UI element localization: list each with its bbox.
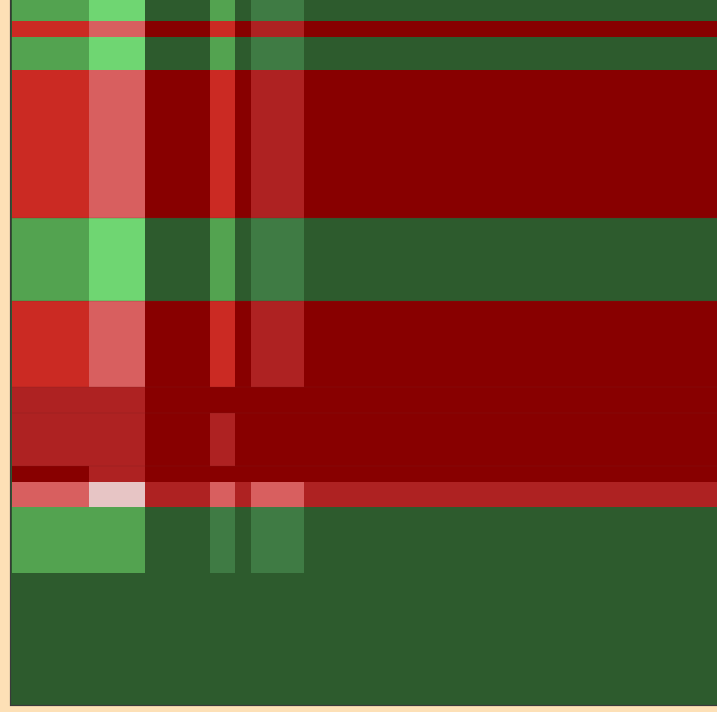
heatmap-cell-r3-c6 bbox=[304, 70, 717, 218]
heatmap-cell-r6-c2 bbox=[145, 387, 210, 413]
heatmap-cell-r6-c6 bbox=[304, 387, 717, 413]
heatmap-cell-r10-c1 bbox=[89, 507, 145, 573]
heatmap-cell-r2-c5 bbox=[251, 37, 304, 70]
heatmap-cell-r3-c1 bbox=[89, 70, 145, 218]
heatmap-cell-r6-c0 bbox=[12, 387, 89, 413]
heatmap-cell-r11-c6 bbox=[304, 573, 717, 706]
heatmap-cell-r5-c3 bbox=[210, 301, 235, 387]
heatmap-cell-r11-c1 bbox=[89, 573, 145, 706]
heatmap-cell-r10-c0 bbox=[12, 507, 89, 573]
heatmap-cell-r1-c2 bbox=[145, 21, 210, 37]
heatmap-cell-r6-c3 bbox=[210, 387, 235, 413]
plot-border bbox=[9, 0, 717, 707]
heatmap-cell-r10-c3 bbox=[210, 507, 235, 573]
heatmap-cell-r1-c4 bbox=[235, 21, 251, 37]
heatmap-cell-r11-c2 bbox=[145, 573, 210, 706]
heatmap-cell-r4-c1 bbox=[89, 218, 145, 301]
heatmap-cell-r11-c3 bbox=[210, 573, 235, 706]
heatmap-cell-r6-c5 bbox=[251, 387, 304, 413]
heatmap-cell-r9-c6 bbox=[304, 482, 717, 507]
heatmap-cell-r7-c6 bbox=[304, 413, 717, 466]
heatmap-cell-r7-c1 bbox=[89, 413, 145, 466]
heatmap-cell-r4-c3 bbox=[210, 218, 235, 301]
heatmap-cell-r7-c3 bbox=[210, 413, 235, 466]
heatmap-cell-r8-c2 bbox=[145, 466, 210, 482]
heatmap-cell-r3-c3 bbox=[210, 70, 235, 218]
heatmap-cell-r1-c1 bbox=[89, 21, 145, 37]
heatmap-cell-r2-c6 bbox=[304, 37, 717, 70]
heatmap-cell-r3-c5 bbox=[251, 70, 304, 218]
heatmap-cell-r5-c4 bbox=[235, 301, 251, 387]
heatmap-cell-r4-c2 bbox=[145, 218, 210, 301]
heatmap-cell-r3-c0 bbox=[12, 70, 89, 218]
heatmap-cell-r0-c0 bbox=[12, 0, 89, 21]
heatmap-cell-r2-c0 bbox=[12, 37, 89, 70]
heatmap-cell-r0-c6 bbox=[304, 0, 717, 21]
heatmap-cell-r9-c1 bbox=[89, 482, 145, 507]
heatmap-cell-r7-c5 bbox=[251, 413, 304, 466]
heatmap-cells bbox=[12, 0, 717, 706]
heatmap-cell-r10-c4 bbox=[235, 507, 251, 573]
heatmap-cell-r8-c1 bbox=[89, 466, 145, 482]
heatmap-cell-r5-c1 bbox=[89, 301, 145, 387]
heatmap-cell-r9-c5 bbox=[251, 482, 304, 507]
heatmap-cell-r8-c0 bbox=[12, 466, 89, 482]
heatmap-cell-r9-c3 bbox=[210, 482, 235, 507]
heatmap-cell-r0-c3 bbox=[210, 0, 235, 21]
heatmap-cell-r8-c5 bbox=[251, 466, 304, 482]
heatmap-cell-r5-c2 bbox=[145, 301, 210, 387]
heatmap-cell-r10-c6 bbox=[304, 507, 717, 573]
heatmap-cell-r3-c2 bbox=[145, 70, 210, 218]
heatmap-cell-r5-c6 bbox=[304, 301, 717, 387]
heatmap-cell-r5-c0 bbox=[12, 301, 89, 387]
heatmap-cell-r0-c4 bbox=[235, 0, 251, 21]
heatmap-cell-r6-c4 bbox=[235, 387, 251, 413]
heatmap-cell-r8-c6 bbox=[304, 466, 717, 482]
heatmap-cell-r7-c0 bbox=[12, 413, 89, 466]
heatmap-cell-r4-c0 bbox=[12, 218, 89, 301]
heatmap-cell-r8-c3 bbox=[210, 466, 235, 482]
heatmap-cell-r2-c1 bbox=[89, 37, 145, 70]
heatmap-cell-r4-c4 bbox=[235, 218, 251, 301]
heatmap-cell-r0-c5 bbox=[251, 0, 304, 21]
heatmap-cell-r4-c5 bbox=[251, 218, 304, 301]
heatmap-cell-r1-c6 bbox=[304, 21, 717, 37]
heatmap-cell-r8-c4 bbox=[235, 466, 251, 482]
heatmap-cell-r7-c2 bbox=[145, 413, 210, 466]
heatmap-cell-r1-c3 bbox=[210, 21, 235, 37]
heatmap-cell-r11-c4 bbox=[235, 573, 251, 706]
heatmap-cell-r3-c4 bbox=[235, 70, 251, 218]
heatmap-cell-r4-c6 bbox=[304, 218, 717, 301]
heatmap-cell-r7-c4 bbox=[235, 413, 251, 466]
heatmap-cell-r9-c0 bbox=[12, 482, 89, 507]
heatmap-cell-r10-c5 bbox=[251, 507, 304, 573]
heatmap-cell-r0-c1 bbox=[89, 0, 145, 21]
heatmap-cell-r10-c2 bbox=[145, 507, 210, 573]
heatmap-cell-r2-c2 bbox=[145, 37, 210, 70]
heatmap-cell-r6-c1 bbox=[89, 387, 145, 413]
heatmap-cell-r1-c5 bbox=[251, 21, 304, 37]
heatmap-cell-r5-c5 bbox=[251, 301, 304, 387]
heatmap-cell-r2-c4 bbox=[235, 37, 251, 70]
heatmap-cell-r11-c0 bbox=[12, 573, 89, 706]
heatmap-cell-r9-c4 bbox=[235, 482, 251, 507]
heatmap-cell-r2-c3 bbox=[210, 37, 235, 70]
heatmap-cell-r11-c5 bbox=[251, 573, 304, 706]
heatmap-cell-r9-c2 bbox=[145, 482, 210, 507]
heatmap-cell-r0-c2 bbox=[145, 0, 210, 21]
heatmap-cell-r1-c0 bbox=[12, 21, 89, 37]
